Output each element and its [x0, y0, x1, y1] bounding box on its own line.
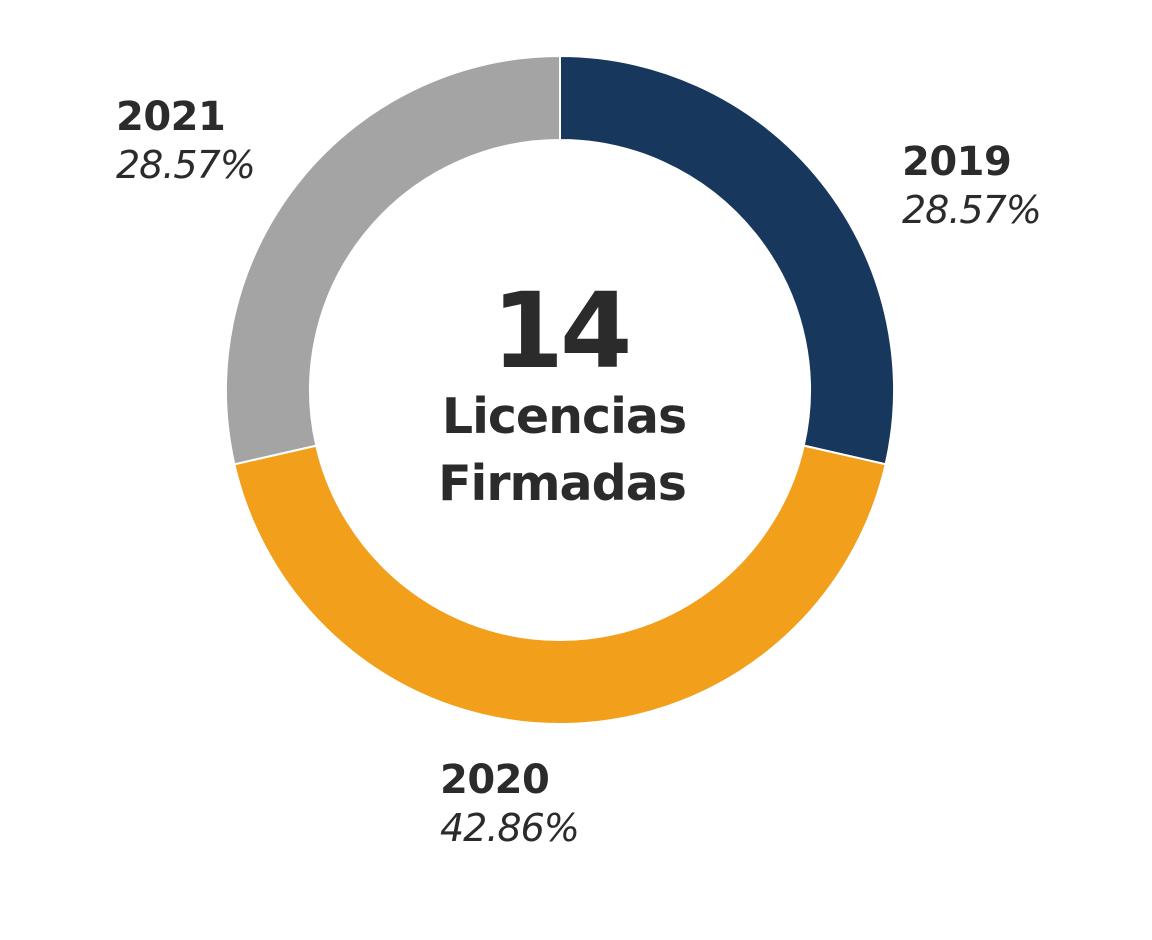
center-label-line-1: Licencias [442, 388, 686, 445]
center-label-line-2: Firmadas [438, 455, 686, 512]
donut-slice-2021 [224, 54, 561, 466]
percent-label: 28.57% [116, 143, 256, 187]
donut-slices [224, 54, 896, 726]
donut-slice-2019 [559, 54, 896, 466]
data-label-2020: 2020 42.86% [440, 757, 580, 850]
data-label-2021: 2021 28.57% [116, 94, 256, 187]
category-label: 2020 [440, 757, 550, 803]
percent-label: 28.57% [902, 188, 1042, 232]
percent-label: 42.86% [440, 806, 580, 850]
donut-slice-2020 [233, 444, 887, 726]
data-label-2019: 2019 28.57% [902, 139, 1042, 232]
category-label: 2021 [116, 94, 226, 140]
category-label: 2019 [902, 139, 1012, 185]
center-total: 14 [492, 270, 629, 392]
